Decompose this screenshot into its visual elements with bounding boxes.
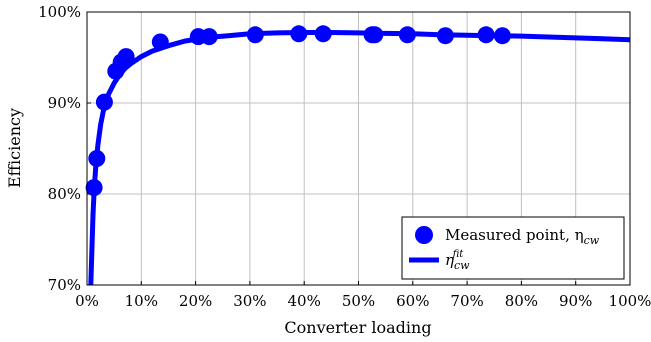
measured-point bbox=[290, 25, 308, 43]
y-tick-label: 70% bbox=[48, 276, 81, 294]
legend-label-fit: ηcwfit bbox=[445, 249, 470, 272]
legend-label-measured: Measured point, ηcw bbox=[445, 226, 600, 247]
x-tick-label: 70% bbox=[450, 292, 483, 310]
legend-fit-sub: cw bbox=[454, 259, 470, 272]
measured-point bbox=[436, 27, 454, 45]
measured-point bbox=[85, 179, 103, 197]
x-tick-label: 90% bbox=[559, 292, 592, 310]
legend-marker-measured bbox=[415, 226, 433, 244]
y-tick-label: 100% bbox=[38, 3, 81, 21]
fit-series bbox=[88, 30, 630, 285]
legend-box bbox=[401, 216, 625, 280]
measured-point bbox=[151, 33, 169, 51]
legend-fit-main: η bbox=[445, 251, 454, 269]
x-axis-title: Converter loading bbox=[284, 318, 431, 337]
x-tick-label: 30% bbox=[233, 292, 266, 310]
measured-point bbox=[117, 48, 135, 66]
x-tick-label: 40% bbox=[288, 292, 321, 310]
x-tick-label: 60% bbox=[396, 292, 429, 310]
y-tick-label: 90% bbox=[48, 94, 81, 112]
measured-point bbox=[477, 26, 495, 44]
legend: Measured point, ηcw ηcwfit bbox=[401, 216, 625, 280]
y-tick-label: 80% bbox=[48, 185, 81, 203]
measured-point bbox=[398, 26, 416, 44]
measured-point bbox=[366, 26, 384, 44]
measured-point bbox=[95, 93, 113, 111]
measured-point bbox=[246, 26, 264, 44]
legend-measured-sub: cw bbox=[584, 234, 600, 247]
x-tick-label: 20% bbox=[179, 292, 212, 310]
y-axis-ticks: 70% 80% 90% 100% bbox=[38, 3, 91, 294]
x-tick-label: 10% bbox=[125, 292, 158, 310]
x-tick-label: 50% bbox=[342, 292, 375, 310]
x-tick-label: 80% bbox=[505, 292, 538, 310]
measured-point bbox=[314, 25, 332, 43]
measured-point bbox=[493, 27, 511, 45]
measured-series bbox=[85, 25, 511, 197]
legend-measured-main: Measured point, η bbox=[445, 226, 584, 244]
legend-fit-sup: fit bbox=[452, 249, 465, 260]
x-axis-ticks: 0% 10% 20% 30% 40% 50% 60% 70% 80% 90% 100% bbox=[75, 281, 651, 310]
measured-point bbox=[88, 150, 106, 167]
x-tick-label: 0% bbox=[75, 292, 99, 310]
measured-point bbox=[200, 28, 218, 46]
y-axis-title: Efficiency bbox=[5, 108, 24, 188]
fit-line bbox=[88, 30, 630, 285]
x-tick-label: 100% bbox=[609, 292, 651, 310]
